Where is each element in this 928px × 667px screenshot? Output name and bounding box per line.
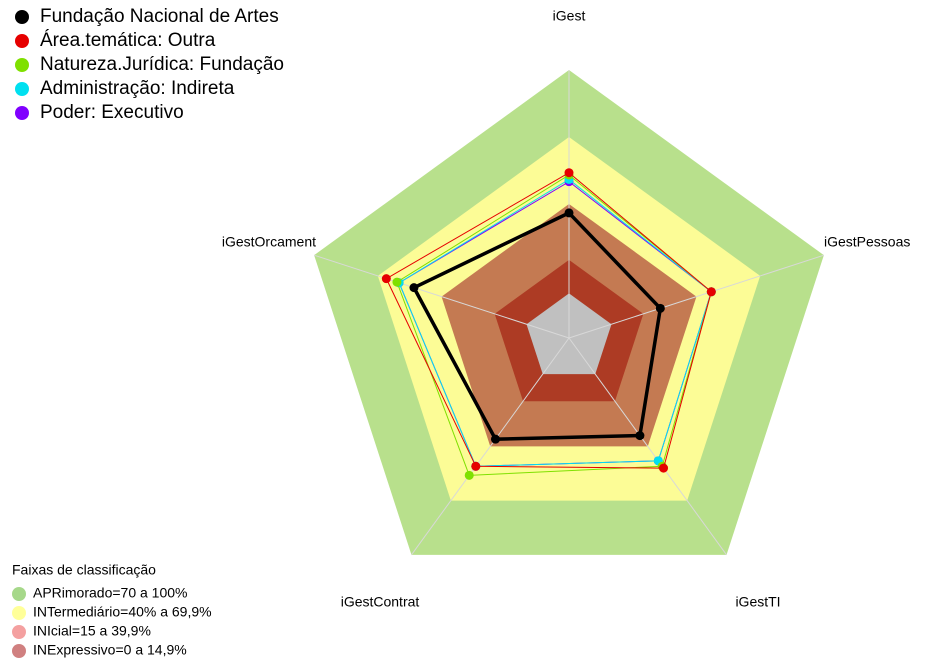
band-legend-label: INExpressivo=0 a 14,9% bbox=[33, 642, 187, 658]
legend-label: Natureza.Jurídica: Fundação bbox=[40, 54, 284, 75]
series-line bbox=[385, 172, 712, 469]
axis-label: iGestOrcament bbox=[222, 234, 316, 250]
legend-marker bbox=[15, 106, 29, 120]
series-point bbox=[635, 431, 645, 441]
series-point bbox=[564, 208, 574, 218]
band-legend-marker bbox=[12, 587, 26, 601]
legend-label: Fundação Nacional de Artes bbox=[40, 6, 279, 27]
legend-marker bbox=[15, 10, 29, 24]
band-legend-label: INIcial=15 a 39,9% bbox=[33, 623, 151, 639]
legend-marker bbox=[15, 34, 29, 48]
series-point bbox=[392, 277, 402, 287]
band-legend-marker bbox=[12, 625, 26, 639]
spoke bbox=[568, 337, 727, 556]
series-point bbox=[490, 434, 500, 444]
spoke bbox=[568, 254, 825, 339]
series-point bbox=[564, 168, 574, 178]
band-legend-label: INTermediário=40% a 69,9% bbox=[33, 604, 212, 620]
series-point bbox=[659, 463, 669, 473]
spoke bbox=[411, 337, 570, 556]
legend-label: Poder: Executivo bbox=[40, 102, 184, 123]
series-point bbox=[655, 303, 665, 313]
band-legend-marker bbox=[12, 606, 26, 620]
axis-label: iGestPessoas bbox=[824, 234, 910, 250]
series-point bbox=[706, 287, 716, 297]
axis-label: iGestTI bbox=[735, 594, 780, 610]
series-point bbox=[471, 461, 481, 471]
bands-title: Faixas de classificação bbox=[12, 562, 156, 578]
legend-marker bbox=[15, 82, 29, 96]
series-point bbox=[381, 274, 391, 284]
series-line bbox=[398, 178, 712, 467]
legend-label: Administração: Indireta bbox=[40, 78, 235, 99]
band-legend-marker bbox=[12, 644, 26, 658]
axis-label: iGest bbox=[553, 8, 586, 24]
legend-label: Área.temática: Outra bbox=[40, 30, 216, 51]
spoke bbox=[313, 254, 570, 339]
series-line bbox=[411, 210, 663, 441]
axis-label: iGestContrat bbox=[341, 594, 420, 610]
series-point bbox=[409, 283, 419, 293]
series-point bbox=[464, 470, 474, 480]
band-legend-label: APRimorado=70 a 100% bbox=[33, 585, 188, 601]
legend-marker bbox=[15, 58, 29, 72]
